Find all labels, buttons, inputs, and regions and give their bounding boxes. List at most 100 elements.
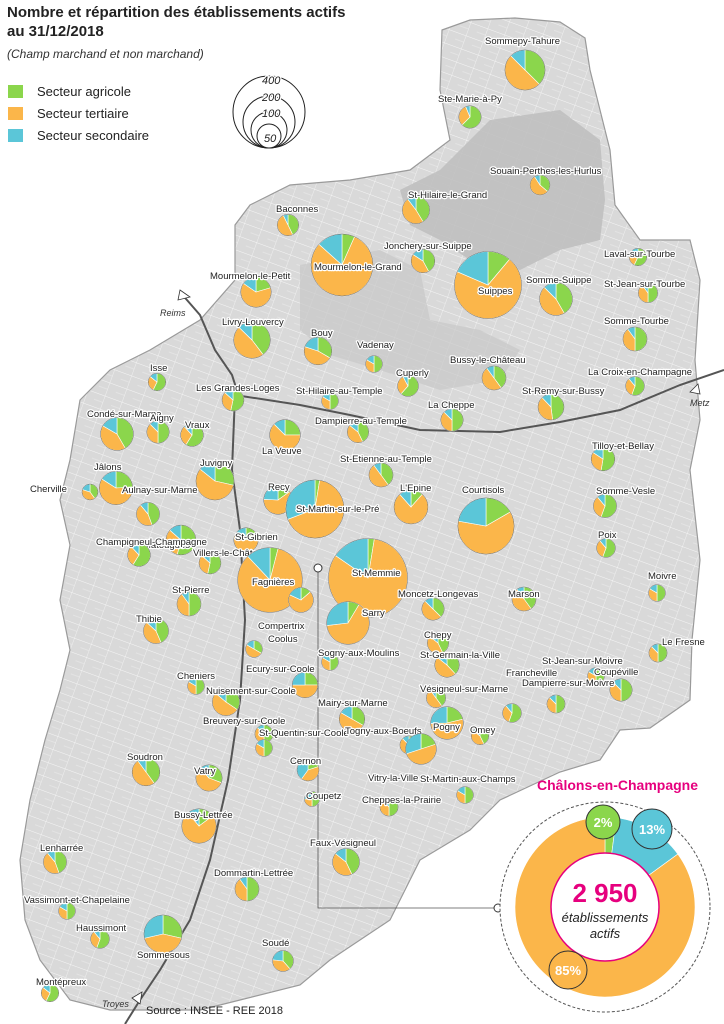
- commune-pie: [310, 233, 374, 297]
- pie-outline: [502, 703, 522, 723]
- commune-pie: [537, 393, 565, 421]
- pie-outline: [136, 502, 160, 526]
- commune-pie: [143, 914, 183, 954]
- legend-label: Secteur tertiaire: [37, 105, 129, 121]
- commune-label: St-Jean-sur-Tourbe: [604, 279, 685, 290]
- sector-legend: Secteur agricole Secteur tertiaire Secte…: [8, 80, 149, 146]
- commune-label: Dommartin-Lettrée: [214, 868, 293, 879]
- source-note: Source : INSEE - REE 2018: [146, 1005, 283, 1017]
- pie-outline: [609, 678, 633, 702]
- commune-label: Francheville: [506, 668, 557, 679]
- pie-outline: [237, 547, 303, 613]
- commune-pie: [338, 705, 366, 733]
- pie-outline: [40, 983, 60, 1003]
- road-troyes: [124, 394, 247, 1024]
- commune-pie: [430, 706, 464, 740]
- pie-outline: [240, 276, 272, 308]
- commune-label: Chepy: [424, 630, 452, 641]
- commune-label: Lenharrée: [40, 843, 83, 854]
- pie-outline: [537, 393, 565, 421]
- commune-label: Vatry: [194, 766, 216, 777]
- commune-label: Montépreux: [36, 977, 86, 988]
- commune-label: Sogny-aux-Moulins: [318, 648, 400, 659]
- pie-outline: [296, 758, 320, 782]
- pie-outline: [90, 929, 110, 949]
- pie-outline: [195, 764, 223, 792]
- pie-outline: [303, 336, 333, 366]
- pie-outline: [304, 791, 320, 807]
- commune-label: Breuvery-sur-Coole: [203, 716, 285, 727]
- commune-label: Somme-Vesle: [596, 486, 655, 497]
- road-arrow-troyes: [131, 991, 143, 1005]
- road-reims: [179, 291, 241, 401]
- commune-pie: [136, 502, 160, 526]
- commune-label: Moivre: [648, 571, 677, 582]
- commune-pie: [176, 591, 202, 617]
- commune-pie: [529, 174, 551, 196]
- commune-label: Vitry-la-Ville: [368, 773, 418, 784]
- commune-pie: [628, 247, 648, 267]
- pie-outline: [233, 527, 259, 553]
- commune-label: La Cheppe: [428, 400, 474, 411]
- commune-label: Les Grandes-Loges: [196, 383, 280, 394]
- commune-pie: [234, 876, 260, 902]
- commune-label: Compertrix: [258, 621, 305, 632]
- pie-outline: [326, 601, 370, 645]
- legend-label: Secteur secondaire: [37, 127, 150, 143]
- commune-pie: [638, 283, 658, 303]
- commune-label: Souain-Perthes-les-Hurlus: [490, 166, 602, 177]
- legend-swatch: [8, 106, 23, 120]
- commune-label: Faux-Vésigneul: [310, 838, 376, 849]
- commune-label: Vésigneul-sur-Marne: [420, 684, 508, 695]
- commune-label: Aigny: [150, 413, 174, 424]
- territory: [19, 17, 701, 1011]
- commune-pie: [426, 688, 446, 708]
- pie-outline: [127, 543, 151, 567]
- pie-outline: [321, 653, 339, 671]
- pie-outline: [628, 247, 648, 267]
- commune-label: Laval-sur-Tourbe: [604, 249, 675, 260]
- pie-outline: [511, 586, 537, 612]
- commune-pie: [346, 420, 369, 444]
- commune-label: Soudron: [127, 752, 163, 763]
- commune-pie: [100, 417, 134, 451]
- pie-outline: [405, 733, 437, 765]
- commune-label: L'Epine: [400, 483, 431, 494]
- commune-pie: [596, 538, 616, 558]
- commune-pie: [502, 703, 522, 723]
- inset-chalons: Châlons-en-Champagne 2 950 établissement…: [499, 777, 711, 1013]
- commune-label: Moncetz-Longevas: [398, 589, 479, 600]
- pie-outline: [430, 706, 464, 740]
- commune-pie: [304, 791, 320, 807]
- commune-pie: [593, 494, 617, 518]
- pie-outline: [147, 372, 167, 392]
- pie-outline: [234, 876, 260, 902]
- commune-pie: [269, 419, 301, 451]
- commune-pie: [240, 276, 272, 308]
- pie-outline: [427, 632, 449, 654]
- commune-pie: [504, 49, 546, 91]
- commune-label: Cheppes-la-Prairie: [362, 795, 441, 806]
- legend-item-agricole: Secteur agricole: [8, 80, 149, 102]
- commune-label: Vadenay: [357, 340, 394, 351]
- commune-pie: [539, 282, 573, 316]
- pie-outline: [338, 705, 366, 733]
- pie-outline: [146, 420, 170, 444]
- pie-outline: [176, 591, 202, 617]
- commune-pie: [285, 479, 345, 539]
- commune-label: St-Memmie: [352, 568, 401, 579]
- commune-pie: [379, 797, 399, 817]
- commune-pie: [365, 355, 383, 373]
- commune-pie: [332, 848, 360, 876]
- commune-label: Tilloy-et-Bellay: [592, 441, 654, 452]
- pie-outline: [255, 739, 273, 757]
- road-label-reims: Reims: [160, 308, 186, 318]
- commune-label: Recy: [268, 482, 290, 493]
- commune-label: Condé-sur-Marne: [87, 409, 161, 420]
- commune-pie: [454, 251, 522, 319]
- pie-outline: [43, 850, 67, 874]
- pie-outline: [321, 392, 339, 410]
- commune-label: St-Gibrien: [235, 532, 278, 543]
- commune-label: St-Germain-la-Ville: [420, 650, 500, 661]
- commune-pie: [147, 372, 167, 392]
